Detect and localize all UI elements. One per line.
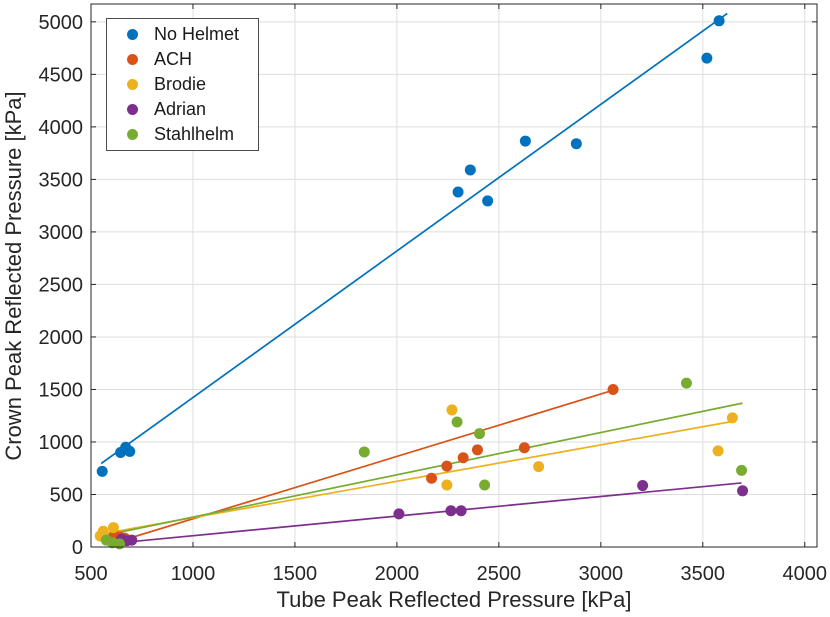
x-tick-label: 500: [74, 563, 107, 585]
trendline-no-helmet: [100, 12, 728, 465]
x-tick-label: 2000: [375, 563, 420, 585]
y-tick-label: 4500: [39, 64, 84, 86]
data-point-adrian: [637, 480, 649, 492]
y-tick-label: 2500: [39, 274, 84, 296]
x-tick-label: 1500: [273, 563, 318, 585]
x-axis-label: Tube Peak Reflected Pressure [kPa]: [276, 587, 632, 612]
legend-item-stahlhelm: Stahlhelm: [107, 122, 258, 147]
data-point-brodie: [107, 522, 119, 534]
y-tick-label: 0: [72, 537, 83, 559]
y-tick-label: 3500: [39, 169, 84, 191]
series-marker-icon: [127, 104, 138, 115]
x-tick-label: 3000: [579, 563, 624, 585]
data-point-adrian: [393, 508, 405, 520]
data-point-brodie: [97, 525, 109, 537]
data-point-stahlhelm: [680, 377, 692, 389]
legend-item-ach: ACH: [107, 47, 258, 72]
x-tick-label: 3500: [681, 563, 726, 585]
data-point-stahlhelm: [451, 416, 463, 428]
y-tick-label: 2000: [39, 327, 84, 349]
series-marker-icon: [127, 29, 138, 40]
y-tick-label: 500: [50, 484, 83, 506]
data-point-ach: [441, 460, 453, 472]
legend-item-adrian: Adrian: [107, 97, 258, 122]
trendline-adrian: [119, 482, 742, 544]
data-point-adrian: [455, 505, 467, 517]
data-point-adrian: [737, 485, 749, 497]
data-point-ach: [457, 452, 469, 464]
data-point-no-helmet: [570, 138, 582, 150]
data-point-ach: [518, 442, 530, 454]
y-tick-label: 1000: [39, 432, 84, 454]
y-tick-label: 4000: [39, 117, 84, 139]
data-point-brodie: [441, 479, 453, 491]
legend-label: No Helmet: [154, 24, 240, 44]
y-axis-label: Crown Peak Reflected Pressure [kPa]: [1, 91, 26, 461]
data-point-no-helmet: [701, 52, 713, 64]
data-point-no-helmet: [124, 445, 136, 457]
data-point-brodie: [446, 404, 458, 416]
y-tick-label: 1500: [39, 379, 84, 401]
data-point-no-helmet: [96, 465, 108, 477]
data-point-brodie: [726, 412, 738, 424]
data-point-ach: [471, 444, 483, 456]
data-point-stahlhelm: [473, 428, 485, 440]
data-point-ach: [426, 472, 438, 484]
data-point-brodie: [533, 461, 545, 473]
legend-item-brodie: Brodie: [107, 72, 258, 97]
plot-border: [90, 3, 818, 548]
y-tick-label: 5000: [39, 12, 84, 34]
legend-label: Stahlhelm: [154, 124, 235, 144]
data-point-adrian: [126, 534, 138, 546]
data-point-stahlhelm: [736, 464, 748, 476]
x-tick-label: 4000: [783, 563, 828, 585]
y-tick-label: 3000: [39, 222, 84, 244]
data-point-no-helmet: [713, 15, 725, 27]
data-point-adrian: [445, 505, 457, 517]
data-point-brodie: [712, 445, 724, 457]
data-point-stahlhelm: [114, 538, 126, 550]
series-marker-icon: [127, 54, 138, 65]
legend: No Helmet ACH Brodie Adrian Stahlhelm: [106, 18, 259, 151]
series-marker-icon: [127, 79, 138, 90]
data-point-no-helmet: [482, 195, 494, 207]
data-point-no-helmet: [519, 135, 531, 147]
trendline-stahlhelm: [106, 402, 743, 536]
data-point-no-helmet: [464, 164, 476, 176]
data-point-stahlhelm: [358, 446, 370, 458]
data-point-ach: [607, 383, 619, 395]
series-marker-icon: [127, 129, 138, 140]
x-tick-label: 1000: [171, 563, 216, 585]
legend-label: ACH: [154, 49, 193, 69]
legend-item-no-helmet: No Helmet: [107, 22, 258, 47]
x-tick-label: 2500: [477, 563, 522, 585]
legend-label: Adrian: [154, 99, 207, 119]
data-point-no-helmet: [452, 186, 464, 198]
data-point-stahlhelm: [479, 479, 491, 491]
legend-label: Brodie: [154, 74, 207, 94]
